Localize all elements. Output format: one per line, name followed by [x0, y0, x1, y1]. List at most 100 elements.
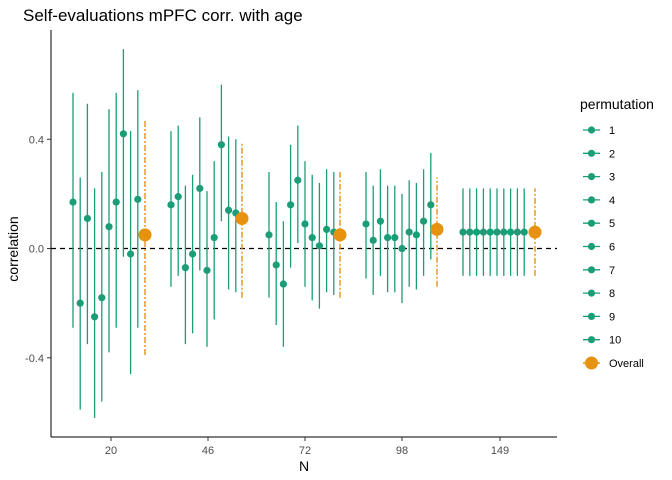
- group-46: [167, 84, 249, 347]
- permutation-point: [459, 228, 467, 236]
- legend-label: 10: [609, 335, 621, 347]
- permutation-point: [69, 198, 77, 206]
- permutation-point: [76, 299, 84, 307]
- data-marks: [69, 49, 542, 418]
- axes: -0.4 0.0 0.4 20 46 72 98 149: [25, 30, 557, 457]
- y-tick-label: 0.4: [29, 134, 44, 146]
- permutation-point: [127, 250, 135, 258]
- legend-label: Overall: [609, 358, 644, 370]
- legend-key-point: [587, 336, 596, 344]
- overall-point: [333, 228, 347, 242]
- permutation-point: [493, 228, 501, 236]
- overall-point: [528, 225, 542, 239]
- x-tick-label: 72: [299, 445, 311, 457]
- group-72: [265, 125, 347, 347]
- permutation-point: [369, 236, 377, 244]
- x-tick-label: 46: [202, 445, 214, 457]
- legend-key-point: [587, 173, 596, 181]
- overall-point: [235, 211, 249, 225]
- permutation-point: [217, 141, 225, 149]
- legend-label: 9: [609, 311, 615, 323]
- legend-item: 3: [583, 172, 615, 184]
- legend-item: Overall: [583, 356, 644, 370]
- permutation-point: [301, 220, 309, 228]
- permutation-point: [500, 228, 508, 236]
- legend-label: 2: [609, 148, 615, 160]
- legend-item: 6: [583, 242, 615, 254]
- permutation-point: [520, 228, 528, 236]
- permutation-point: [486, 228, 494, 236]
- x-axis-title: N: [299, 458, 309, 474]
- legend-item: 7: [583, 265, 615, 277]
- y-tick-label: 0.0: [29, 244, 44, 256]
- permutation-point: [391, 233, 399, 242]
- plot-area: [51, 49, 557, 418]
- legend-title: permutation: [580, 96, 654, 112]
- permutation-point: [323, 225, 331, 234]
- permutation-point: [412, 231, 420, 239]
- permutation-point: [196, 184, 204, 193]
- permutation-point: [189, 250, 197, 258]
- legend-label: 4: [609, 195, 615, 207]
- x-tick-label: 149: [491, 445, 509, 457]
- y-tick-label: -0.4: [25, 353, 44, 365]
- permutation-point: [225, 206, 233, 214]
- permutation-point: [294, 176, 302, 184]
- permutation-point: [308, 233, 316, 242]
- permutation-point: [210, 233, 218, 242]
- permutation-point: [174, 193, 182, 201]
- legend-label: 7: [609, 265, 615, 277]
- legend-label: 8: [609, 288, 615, 300]
- legend-item: 4: [583, 195, 615, 207]
- overall-point: [430, 222, 444, 236]
- permutation-point: [83, 214, 91, 223]
- permutation-point: [105, 223, 113, 231]
- legend-label: 3: [609, 172, 615, 184]
- legend-key-point: [587, 149, 596, 157]
- permutation-point: [134, 195, 142, 203]
- group-149: [459, 188, 542, 276]
- legend-item: 2: [583, 148, 615, 160]
- legend-item: 1: [583, 125, 615, 137]
- permutation-point: [376, 217, 384, 225]
- permutation-point: [272, 261, 280, 269]
- legend-key-point: [587, 289, 596, 297]
- permutation-point: [119, 130, 127, 138]
- legend-item: 9: [583, 311, 615, 323]
- permutation-point: [427, 201, 435, 209]
- permutation-point: [279, 280, 287, 288]
- legend-item: 5: [583, 218, 615, 230]
- group-98: [362, 152, 444, 304]
- permutation-point: [405, 228, 413, 236]
- legend-key-point: [587, 126, 596, 134]
- permutation-point: [203, 266, 211, 274]
- legend-item: 8: [583, 288, 615, 300]
- legend: permutation 1 2 3 4 5 6 7 8 9 10 Overall: [580, 96, 654, 370]
- y-axis-ticks: -0.4 0.0 0.4: [25, 134, 51, 365]
- permutation-point: [507, 228, 515, 236]
- x-tick-label: 20: [105, 445, 117, 457]
- permutation-point: [384, 233, 392, 242]
- legend-label: 5: [609, 218, 615, 230]
- legend-items: 1 2 3 4 5 6 7 8 9 10 Overall: [583, 125, 644, 370]
- x-axis-ticks: 20 46 72 98 149: [105, 437, 509, 457]
- legend-key-point: [587, 196, 596, 204]
- chart-title: Self-evaluations mPFC corr. with age: [23, 6, 303, 25]
- permutation-point: [315, 242, 323, 250]
- y-axis-title: correlation: [5, 216, 21, 281]
- overall-point: [138, 228, 152, 242]
- permutation-point: [479, 228, 487, 236]
- permutation-point: [112, 198, 120, 206]
- permutation-point: [91, 313, 99, 321]
- legend-key-point: [585, 356, 598, 370]
- permutation-point: [420, 217, 428, 225]
- permutation-point: [473, 228, 481, 236]
- permutation-point: [287, 201, 295, 209]
- legend-key-point: [587, 266, 596, 274]
- group-20: [69, 49, 152, 418]
- permutation-point: [181, 264, 189, 272]
- legend-key-point: [587, 312, 596, 320]
- x-tick-label: 98: [396, 445, 408, 457]
- permutation-point: [513, 228, 522, 236]
